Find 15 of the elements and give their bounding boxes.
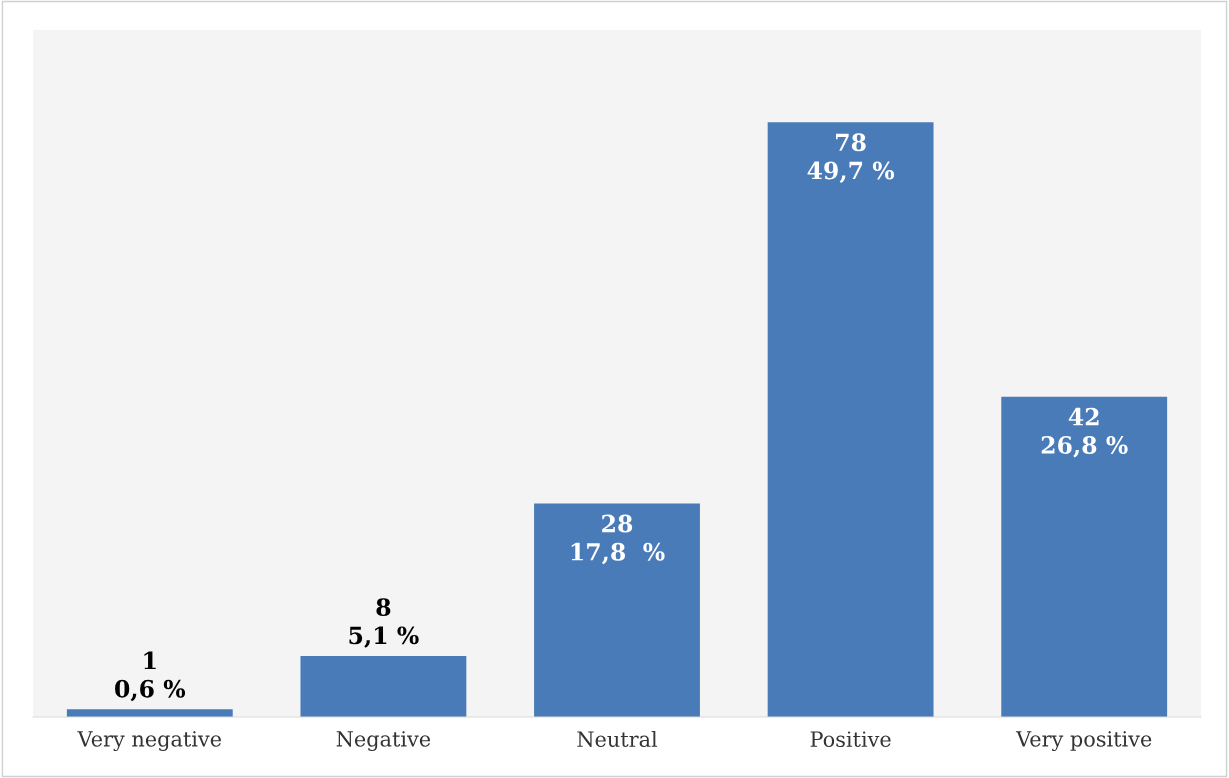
x-tick-label: Negative <box>336 731 431 752</box>
bar <box>1001 396 1168 717</box>
bar <box>534 503 700 717</box>
x-tick-label: Very positive <box>1015 731 1152 752</box>
x-tick-label: Very negative <box>77 731 221 752</box>
bar <box>66 709 233 717</box>
x-tick-label: Neutral <box>577 730 658 748</box>
bar <box>767 122 934 717</box>
data-label: 42 26,8 % <box>1041 407 1128 458</box>
data-label: 78 49,7 % <box>807 133 895 183</box>
data-label: 1 0,6 % <box>115 651 186 702</box>
data-label: 8 5,1 % <box>349 598 419 648</box>
x-tick-label: Positive <box>810 731 891 748</box>
bar <box>300 655 467 717</box>
data-label: 28 17,8 % <box>571 514 665 565</box>
